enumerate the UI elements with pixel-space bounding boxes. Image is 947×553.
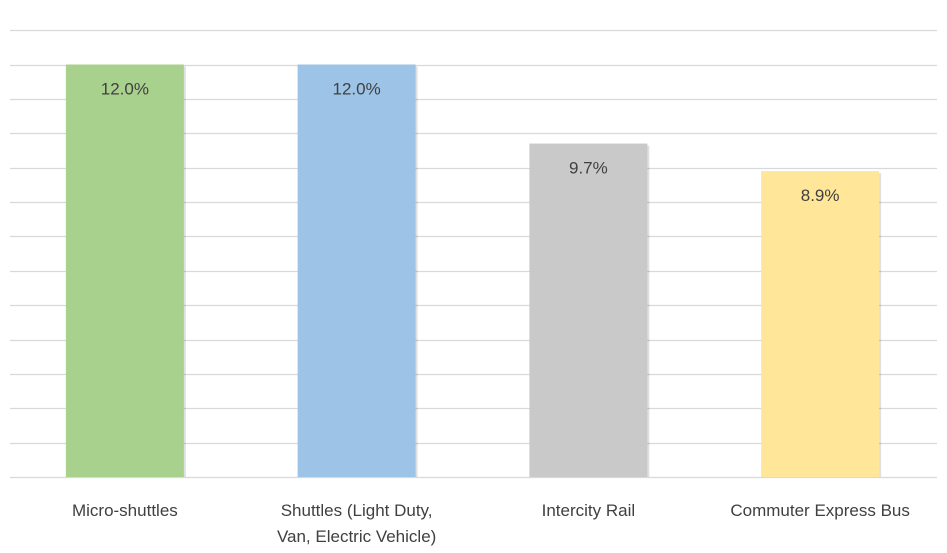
bar bbox=[761, 171, 880, 477]
bar bbox=[529, 143, 648, 477]
data-label: 12.0% bbox=[333, 80, 381, 99]
data-labels: 12.0% 12.0% 9.7% 8.9% bbox=[101, 80, 840, 206]
data-label: 12.0% bbox=[101, 80, 149, 99]
bar bbox=[65, 64, 184, 477]
category-label-line: Van, Electric Vehicle) bbox=[277, 527, 436, 546]
category-label: Commuter Express Bus bbox=[730, 501, 910, 520]
category-labels: Micro-shuttles Shuttles (Light Duty, Van, … bbox=[72, 501, 910, 546]
bars bbox=[65, 64, 882, 477]
category-label: Intercity Rail bbox=[542, 501, 636, 520]
category-label-line: Commuter Express Bus bbox=[730, 501, 910, 520]
category-label-line: Micro-shuttles bbox=[72, 501, 178, 520]
category-label: Micro-shuttles bbox=[72, 501, 178, 520]
bar bbox=[297, 64, 416, 477]
data-label: 9.7% bbox=[569, 159, 608, 178]
category-label-line: Intercity Rail bbox=[542, 501, 636, 520]
category-label: Shuttles (Light Duty, Van, Electric Vehic… bbox=[277, 501, 436, 546]
data-label: 8.9% bbox=[801, 186, 840, 205]
category-label-line: Shuttles (Light Duty, bbox=[281, 501, 433, 520]
